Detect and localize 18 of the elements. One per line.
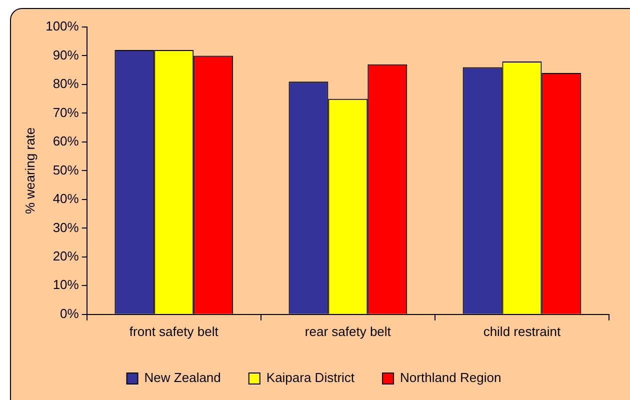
- y-tick-label: 70%: [52, 104, 80, 120]
- y-tick-label: 50%: [52, 162, 80, 178]
- x-tick-label: front safety belt: [129, 324, 219, 339]
- y-axis-title: % wearing rate: [22, 127, 38, 214]
- y-tick-label: 60%: [52, 134, 80, 149]
- x-tick-label: rear safety belt: [304, 324, 392, 339]
- y-tick-label: 20%: [52, 248, 80, 264]
- y-tick-label: 100%: [46, 18, 80, 34]
- legend-label: Kaipara District: [266, 370, 355, 386]
- legend-label: New Zealand: [144, 370, 221, 386]
- legend-label: Northland Region: [400, 370, 502, 386]
- y-tick-label: 0%: [60, 306, 80, 321]
- x-tick-label: child restraint: [483, 324, 562, 339]
- y-tick-label: 90%: [52, 47, 80, 62]
- y-tick-label: 10%: [52, 277, 80, 292]
- y-tick-label: 30%: [52, 220, 80, 235]
- y-tick-label: 80%: [52, 76, 80, 92]
- y-tick-label: 40%: [52, 191, 80, 206]
